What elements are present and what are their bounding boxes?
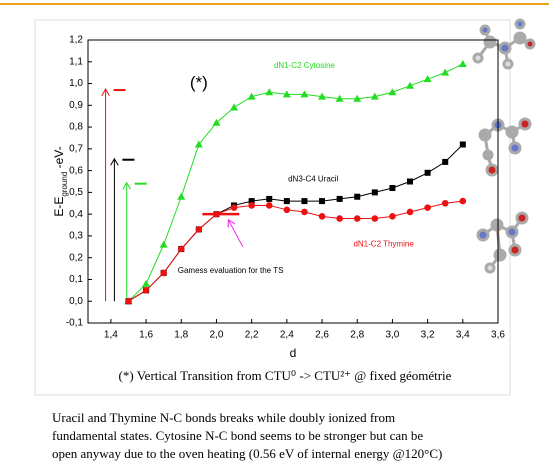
paragraph-line: open anyway due to the oven heating (0.5… xyxy=(52,446,442,461)
point xyxy=(460,198,467,205)
star-label: (*) xyxy=(190,73,208,92)
y-tick-label: 0,1 xyxy=(69,274,83,285)
x-tick-label: 3,6 xyxy=(491,330,505,341)
point xyxy=(266,202,273,209)
point xyxy=(231,204,238,211)
point xyxy=(177,193,185,200)
x-axis-label: d xyxy=(290,346,297,360)
point xyxy=(441,69,449,76)
y-axis-label-part: ground xyxy=(60,172,69,197)
x-tick-label: 1,4 xyxy=(104,330,118,341)
ts-annotation: Gamess evaluation for the TS xyxy=(178,266,284,275)
point xyxy=(337,196,343,202)
y-tick-label: 0,8 xyxy=(69,122,83,133)
point xyxy=(407,209,414,216)
y-tick-label: 0,3 xyxy=(69,231,83,242)
y-axis-label-part: E-E xyxy=(52,197,66,217)
paragraph-line: fundamental states. Cytosine N-C bond se… xyxy=(52,428,423,443)
caption: (*) Vertical Transition from CTU⁰ -> CTU… xyxy=(119,368,452,383)
y-tick-label: 0,7 xyxy=(69,143,83,154)
x-tick-label: 1,8 xyxy=(174,330,188,341)
point xyxy=(388,88,396,95)
ts-arrow xyxy=(229,221,243,247)
point xyxy=(178,246,185,253)
x-tick-label: 3,2 xyxy=(421,330,435,341)
point xyxy=(284,207,291,214)
point xyxy=(336,215,343,222)
series-line xyxy=(128,144,462,301)
y-tick-label: 1,0 xyxy=(69,78,83,89)
series-label: dN3-C4 Uracil xyxy=(288,174,338,183)
y-axis-label: E-Eground -eV- xyxy=(52,146,68,216)
point xyxy=(460,141,466,147)
y-tick-label: 0,4 xyxy=(69,209,83,220)
point xyxy=(424,75,432,82)
point xyxy=(265,88,273,95)
point xyxy=(406,82,414,89)
point xyxy=(442,159,448,165)
point xyxy=(160,270,167,277)
y-axis-label-part: -eV- xyxy=(52,146,66,171)
x-tick-label: 2,2 xyxy=(245,330,259,341)
point xyxy=(372,215,379,222)
point xyxy=(284,198,290,204)
x-tick-label: 2,0 xyxy=(210,330,224,341)
point xyxy=(319,213,326,220)
molecule-3 xyxy=(478,213,527,272)
point xyxy=(354,194,360,200)
molecule-1 xyxy=(474,20,534,68)
point xyxy=(301,198,307,204)
chart: (*) Vertical Transition from CTU⁰ -> CTU… xyxy=(0,0,549,473)
point xyxy=(459,60,467,67)
molecule-2 xyxy=(480,119,530,175)
point xyxy=(389,213,396,220)
x-tick-label: 2,8 xyxy=(350,330,364,341)
x-tick-label: 3,0 xyxy=(385,330,399,341)
point xyxy=(442,200,449,207)
point xyxy=(425,170,431,176)
point xyxy=(407,179,413,185)
point xyxy=(248,202,255,209)
point xyxy=(230,103,238,110)
y-tick-label: 0,0 xyxy=(69,296,83,307)
point xyxy=(266,196,272,202)
x-tick-label: 2,6 xyxy=(315,330,329,341)
y-tick-label: 0,6 xyxy=(69,165,83,176)
point xyxy=(143,287,150,294)
point xyxy=(160,241,168,248)
point xyxy=(389,185,395,191)
point xyxy=(424,204,431,211)
page: (*) Vertical Transition from CTU⁰ -> CTU… xyxy=(0,0,549,473)
paragraph-line: Uracil and Thymine N-C bonds breaks whil… xyxy=(52,410,395,425)
point xyxy=(142,280,150,287)
y-tick-label: 1,1 xyxy=(69,56,83,67)
series-label: dN1-C2 Cytosine xyxy=(274,61,335,70)
x-tick-label: 2,4 xyxy=(280,330,294,341)
point xyxy=(372,189,378,195)
y-tick-label: 0,9 xyxy=(69,100,83,111)
point xyxy=(319,198,325,204)
y-tick-label: 0,2 xyxy=(69,252,83,263)
y-tick-label: 0,5 xyxy=(69,187,83,198)
x-tick-label: 1,6 xyxy=(139,330,153,341)
point xyxy=(196,226,203,233)
y-tick-label: 1,2 xyxy=(69,35,83,46)
point xyxy=(301,209,308,216)
series-label: dN1-C2 Thymine xyxy=(353,240,414,249)
y-tick-label: -0,1 xyxy=(66,318,84,329)
point xyxy=(125,298,132,305)
point xyxy=(354,215,361,222)
x-tick-label: 3,4 xyxy=(456,330,470,341)
